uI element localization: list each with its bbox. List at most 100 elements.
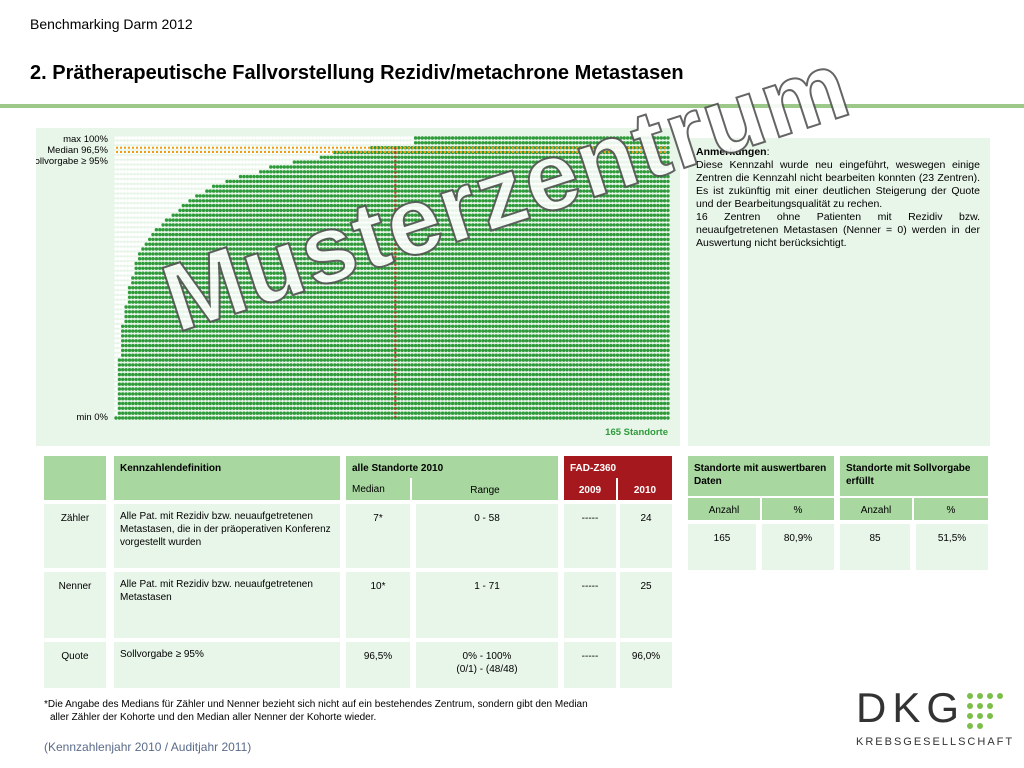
dot: [211, 199, 216, 203]
dot: [343, 194, 347, 198]
dot: [201, 329, 206, 333]
dot: [319, 141, 323, 145]
dot: [198, 401, 202, 406]
dot: [188, 348, 192, 353]
dot: [366, 382, 371, 386]
dot: [218, 170, 222, 174]
dot: [181, 348, 185, 353]
dot: [349, 392, 354, 396]
dot: [164, 203, 169, 208]
dot: [306, 406, 310, 410]
dot: [208, 300, 212, 304]
dot: [386, 348, 391, 353]
dot: [333, 406, 337, 410]
dot: [144, 377, 148, 382]
dot: [255, 208, 260, 213]
dot: [158, 213, 162, 217]
dot: [289, 387, 293, 391]
dot: [124, 377, 128, 382]
dot: [336, 372, 340, 377]
dot: [309, 392, 313, 396]
dot: [296, 136, 300, 140]
dot: [380, 300, 384, 304]
dot: [164, 358, 169, 362]
dot: [124, 348, 128, 353]
dot: [218, 228, 222, 232]
dot: [349, 223, 354, 227]
dot: [211, 401, 216, 406]
dot: [262, 194, 266, 198]
dot: [306, 358, 310, 362]
dot: [242, 305, 246, 309]
dot: [296, 329, 300, 333]
dot: [296, 416, 300, 420]
dot: [127, 266, 132, 270]
dot: [222, 295, 226, 299]
dot: [306, 252, 310, 256]
dot: [262, 290, 266, 295]
dot: [195, 406, 199, 410]
dot: [232, 203, 236, 208]
dot: [336, 174, 340, 179]
dot: [370, 382, 374, 386]
dot: [373, 382, 377, 386]
dot: [363, 213, 367, 217]
dot: [151, 324, 155, 328]
dot: [289, 324, 293, 328]
dot: [201, 305, 206, 309]
dot: [117, 179, 122, 184]
dot: [349, 208, 354, 213]
dot: [141, 174, 145, 179]
dot: [144, 199, 148, 203]
dot: [174, 155, 179, 159]
dot: [188, 232, 192, 237]
dot: [346, 319, 350, 324]
dot: [259, 266, 263, 270]
dot: [296, 261, 300, 266]
dot: [353, 194, 357, 198]
dot: [380, 416, 384, 420]
dot: [356, 295, 360, 299]
dot: [114, 401, 118, 406]
dot: [323, 271, 327, 275]
dot: [380, 266, 384, 270]
dot: [158, 377, 162, 382]
dot: [373, 189, 377, 193]
dot: [198, 203, 202, 208]
dot: [191, 271, 196, 275]
dot: [397, 411, 401, 415]
dot: [269, 252, 273, 256]
dot: [171, 232, 175, 237]
dot: [218, 213, 222, 217]
dot: [201, 218, 206, 222]
dot: [208, 165, 212, 169]
dot: [299, 174, 303, 179]
dot: [259, 203, 263, 208]
dot: [272, 266, 276, 270]
dot: [383, 305, 387, 309]
dot: [306, 237, 310, 242]
dot: [137, 387, 142, 391]
dot: [279, 170, 283, 174]
dot: [269, 348, 273, 353]
dot: [242, 141, 246, 145]
dot: [316, 416, 320, 420]
dot: [383, 353, 387, 357]
dot: [124, 295, 128, 299]
dot: [181, 281, 185, 285]
dot: [376, 155, 381, 159]
dot: [235, 368, 239, 372]
dot: [148, 392, 152, 396]
dot: [275, 281, 280, 285]
dot: [178, 223, 182, 227]
dot: [144, 232, 148, 237]
dot: [238, 329, 243, 333]
dot: [174, 257, 179, 261]
dot: [148, 324, 152, 328]
dot: [114, 363, 118, 367]
dot: [312, 310, 317, 314]
dot: [137, 281, 142, 285]
dot: [168, 247, 172, 251]
dot: [346, 165, 350, 169]
dot: [248, 276, 253, 280]
